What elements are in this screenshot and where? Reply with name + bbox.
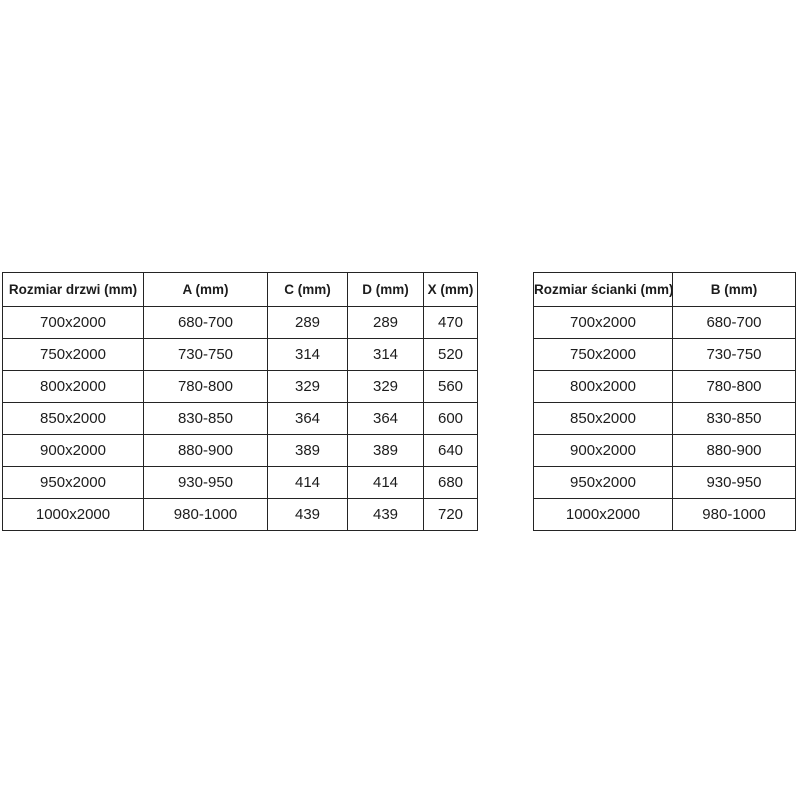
table-cell: 1000x2000 [2, 498, 144, 531]
table-cell: 830-850 [672, 402, 796, 435]
table-row: 850x2000 830-850 364 364 600 [2, 402, 478, 435]
door-table-body: 700x2000 680-700 289 289 470 750x2000 730-750 3… [2, 306, 478, 531]
column-header: B (mm) [672, 272, 796, 307]
table-cell: 680-700 [143, 306, 268, 339]
table-cell: 830-850 [143, 402, 268, 435]
column-header: X (mm) [423, 272, 478, 307]
table-cell: 900x2000 [533, 434, 673, 467]
table-cell: 850x2000 [533, 402, 673, 435]
table-cell: 389 [267, 434, 348, 467]
table-cell: 750x2000 [533, 338, 673, 371]
table-row: 750x2000 730-750 [533, 338, 796, 371]
table-cell: 750x2000 [2, 338, 144, 371]
table-cell: 950x2000 [2, 466, 144, 499]
wall-table-body: 700x2000 680-700 750x2000 730-750 800x2000 78… [533, 306, 796, 531]
table-cell: 439 [347, 498, 424, 531]
table-cell: 720 [423, 498, 478, 531]
table-cell: 900x2000 [2, 434, 144, 467]
table-cell: 980-1000 [143, 498, 268, 531]
table-cell: 850x2000 [2, 402, 144, 435]
table-cell: 314 [267, 338, 348, 371]
table-cell: 289 [347, 306, 424, 339]
table-cell: 730-750 [143, 338, 268, 371]
table-cell: 780-800 [143, 370, 268, 403]
table-cell: 364 [347, 402, 424, 435]
table-cell: 439 [267, 498, 348, 531]
table-cell: 950x2000 [533, 466, 673, 499]
table-row: 800x2000 780-800 329 329 560 [2, 370, 478, 403]
table-cell: 930-950 [143, 466, 268, 499]
table-cell: 1000x2000 [533, 498, 673, 531]
table-cell: 560 [423, 370, 478, 403]
table-cell: 600 [423, 402, 478, 435]
table-cell: 680-700 [672, 306, 796, 339]
table-cell: 730-750 [672, 338, 796, 371]
header-row: Rozmiar drzwi (mm) A (mm) C (mm) D (mm) X (m… [2, 272, 478, 307]
table-row: 750x2000 730-750 314 314 520 [2, 338, 478, 371]
table-row: 950x2000 930-950 [533, 466, 796, 499]
table-row: 700x2000 680-700 289 289 470 [2, 306, 478, 339]
table-cell: 364 [267, 402, 348, 435]
table-row: 900x2000 880-900 389 389 640 [2, 434, 478, 467]
header-row: Rozmiar ścianki (mm) B (mm) [533, 272, 796, 307]
table-cell: 780-800 [672, 370, 796, 403]
table-cell: 289 [267, 306, 348, 339]
table-cell: 700x2000 [533, 306, 673, 339]
table-cell: 880-900 [143, 434, 268, 467]
table-cell: 880-900 [672, 434, 796, 467]
table-cell: 389 [347, 434, 424, 467]
table-cell: 800x2000 [2, 370, 144, 403]
table-row: 900x2000 880-900 [533, 434, 796, 467]
table-row: 800x2000 780-800 [533, 370, 796, 403]
column-header: A (mm) [143, 272, 268, 307]
table-row: 850x2000 830-850 [533, 402, 796, 435]
table-row: 950x2000 930-950 414 414 680 [2, 466, 478, 499]
column-header: Rozmiar drzwi (mm) [2, 272, 144, 307]
table-cell: 980-1000 [672, 498, 796, 531]
table-cell: 470 [423, 306, 478, 339]
table-row: 700x2000 680-700 [533, 306, 796, 339]
table-cell: 640 [423, 434, 478, 467]
table-cell: 414 [347, 466, 424, 499]
table-cell: 329 [267, 370, 348, 403]
table-row: 1000x2000 980-1000 [533, 498, 796, 531]
table-cell: 800x2000 [533, 370, 673, 403]
table-cell: 414 [267, 466, 348, 499]
wall-size-table: Rozmiar ścianki (mm) B (mm) 700x2000 680-7… [533, 272, 796, 531]
table-row: 1000x2000 980-1000 439 439 720 [2, 498, 478, 531]
table-cell: 520 [423, 338, 478, 371]
table-cell: 700x2000 [2, 306, 144, 339]
table-cell: 314 [347, 338, 424, 371]
table-cell: 930-950 [672, 466, 796, 499]
door-size-table: Rozmiar drzwi (mm) A (mm) C (mm) D (mm) X (m… [2, 272, 478, 531]
column-header: C (mm) [267, 272, 348, 307]
table-cell: 680 [423, 466, 478, 499]
column-header: Rozmiar ścianki (mm) [533, 272, 673, 307]
column-header: D (mm) [347, 272, 424, 307]
table-cell: 329 [347, 370, 424, 403]
